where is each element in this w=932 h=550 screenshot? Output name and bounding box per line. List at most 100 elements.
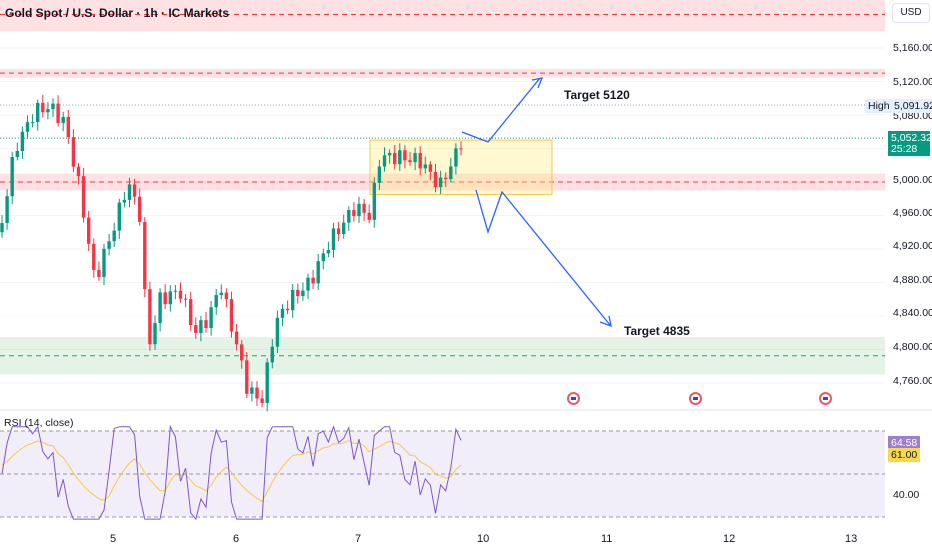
candle-body	[428, 164, 433, 172]
candle-body	[438, 177, 443, 188]
candle-body	[5, 196, 9, 224]
time-label: 13	[845, 533, 858, 545]
resistance-zone	[0, 0, 885, 32]
candle-body	[76, 166, 81, 177]
rsi-ma-value: 61.00	[888, 448, 921, 462]
candle-body	[71, 137, 76, 167]
candle-body	[117, 202, 121, 231]
candle-body	[234, 331, 239, 345]
candle-body	[418, 153, 422, 169]
candle-body	[280, 308, 285, 318]
candle-body	[30, 122, 35, 124]
candle-body	[36, 102, 40, 123]
candle-body	[382, 155, 387, 167]
bull-path-arrow	[461, 77, 541, 143]
candle-body	[342, 222, 346, 235]
rsi-value: 64.58	[888, 436, 921, 450]
candle-body	[132, 184, 137, 197]
candle-body	[387, 152, 392, 156]
price-label: 4,840.00	[893, 307, 932, 319]
candle-body	[51, 103, 55, 110]
candle-body	[224, 292, 229, 300]
candle-body	[122, 199, 127, 203]
candle-body	[291, 289, 295, 311]
time-label: 12	[723, 533, 736, 545]
candle-body	[10, 156, 14, 197]
us-flag-event-icon[interactable]	[689, 392, 702, 405]
currency-button[interactable]: USD	[892, 3, 930, 23]
candle-body	[107, 241, 111, 249]
candle-body	[265, 362, 269, 404]
time-label: 5	[110, 533, 117, 545]
candle-body	[214, 295, 218, 308]
candle-body	[61, 116, 65, 124]
candle-body	[46, 109, 50, 113]
candle-body	[66, 116, 70, 138]
candle-body	[204, 320, 208, 328]
candle-body	[183, 298, 188, 300]
candle-body	[255, 387, 259, 399]
candle-body	[158, 292, 162, 324]
candle-body	[403, 150, 407, 161]
price-label: 5,120.00	[893, 76, 932, 88]
us-flag-event-icon[interactable]	[567, 392, 580, 405]
last-price: 5,052.32	[891, 132, 932, 144]
candle-body	[143, 221, 147, 290]
candle-body	[168, 291, 172, 305]
price-label: 5,160.00	[893, 42, 932, 54]
candle-body	[362, 203, 366, 213]
candle-body	[326, 249, 331, 254]
price-label: 5,080.00	[893, 110, 932, 122]
candle-body	[127, 184, 132, 200]
price-label: 4,920.00	[893, 240, 932, 252]
candle-body	[336, 228, 341, 235]
candle-body	[321, 253, 325, 262]
candle-body	[393, 152, 397, 165]
high-label: High	[865, 99, 893, 113]
candle-body	[444, 177, 448, 180]
us-flag-event-icon[interactable]	[819, 392, 832, 405]
candle-body	[306, 277, 310, 291]
target-up-label: Target 5120	[564, 88, 630, 102]
candle-body	[20, 131, 25, 152]
candle-body	[173, 290, 178, 292]
price-label: 4,960.00	[893, 207, 932, 219]
candle-body	[92, 243, 96, 270]
arrowhead-icon	[531, 77, 544, 89]
time-label: 10	[477, 533, 490, 545]
candle-body	[153, 323, 157, 345]
target-down-label: Target 4835	[624, 324, 690, 338]
price-label: 5,000.00	[893, 174, 932, 186]
candle-body	[56, 103, 60, 124]
candle-body	[459, 148, 463, 150]
candle-body	[449, 166, 453, 180]
candle-body	[163, 292, 167, 305]
candle-body	[148, 289, 152, 345]
candle-body	[367, 212, 371, 220]
candle-body	[178, 290, 183, 299]
last-price-tag: 5,052.32 25:28	[888, 131, 932, 156]
price-label: 4,880.00	[893, 274, 932, 286]
candle-body	[352, 210, 356, 217]
candle-body	[0, 223, 4, 233]
rsi-title[interactable]: RSI (14, close)	[4, 417, 74, 429]
candle-body	[250, 387, 254, 394]
candle-body	[372, 182, 376, 220]
candle-body	[433, 171, 438, 188]
candle-body	[112, 230, 116, 242]
candle-body	[102, 248, 106, 277]
bar-countdown: 25:28	[891, 143, 918, 155]
time-label: 7	[355, 533, 362, 545]
candle-body	[260, 398, 264, 404]
time-label: 6	[233, 533, 240, 545]
candle-body	[194, 325, 198, 333]
symbol-title: Gold Spot / U.S. Dollar · 1h · IC Market…	[5, 6, 230, 20]
candle-body	[454, 148, 458, 167]
time-label: 11	[601, 533, 613, 545]
candle-body	[331, 228, 336, 250]
candle-body	[41, 102, 45, 113]
candle-body	[240, 344, 244, 361]
candle-body	[316, 261, 320, 284]
candle-body	[377, 166, 382, 183]
